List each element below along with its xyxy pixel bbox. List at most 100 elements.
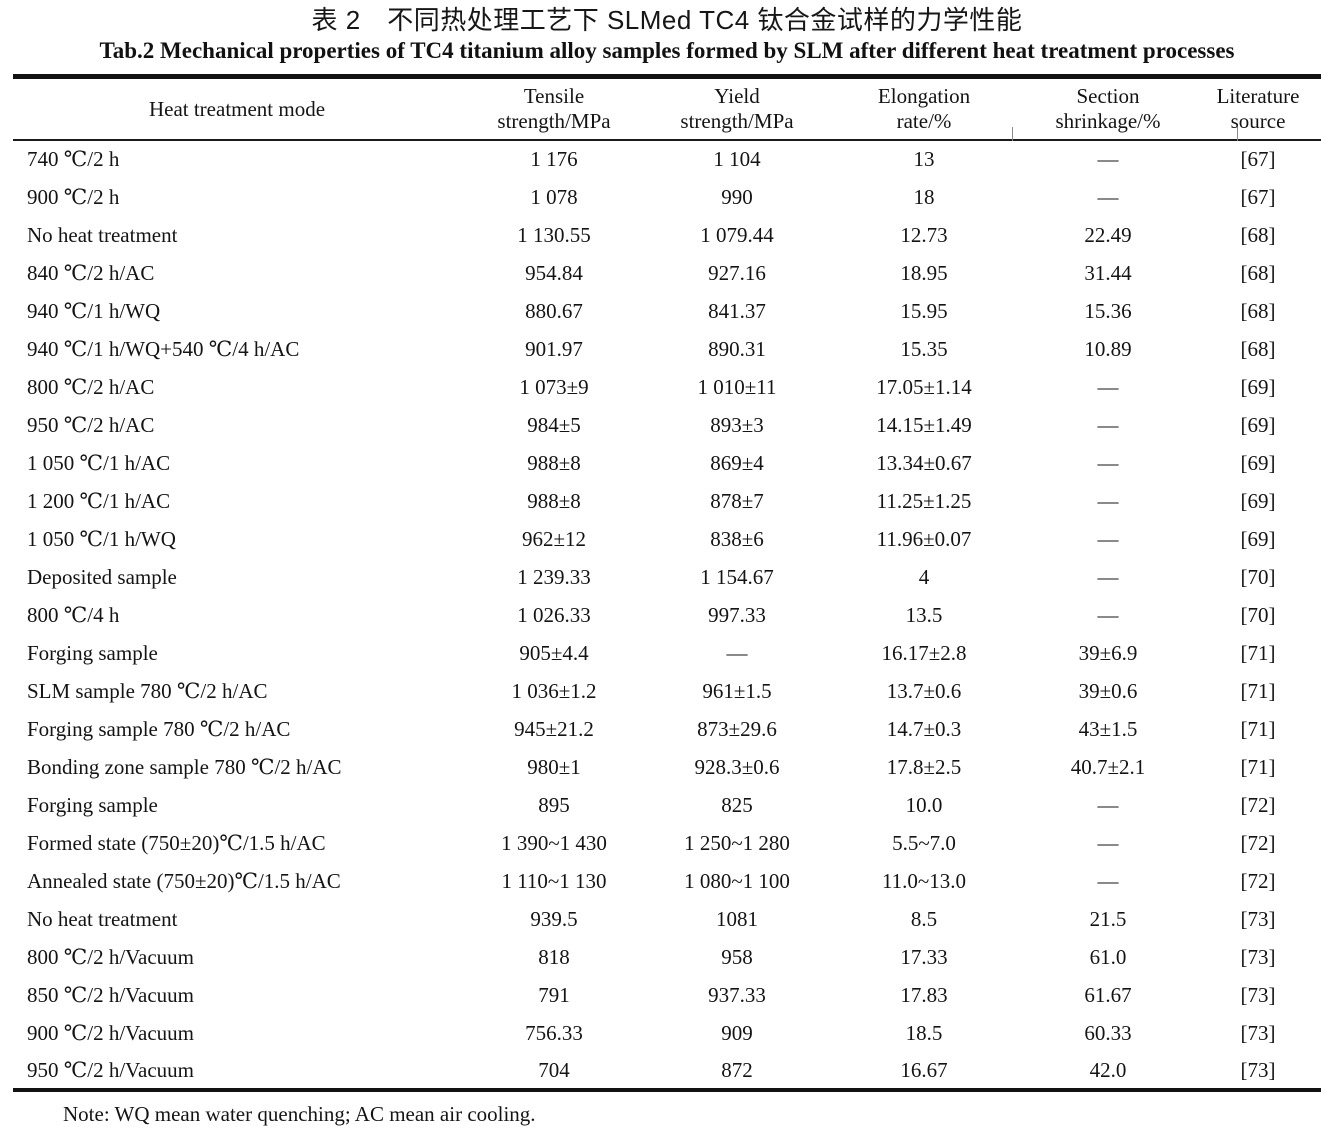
cell-literature-source: [71]: [1240, 754, 1276, 779]
cell-literature-source: [67]: [1240, 184, 1276, 209]
cell-tensile-strength: 939.5: [530, 906, 578, 931]
cell-tensile-strength: 1 176: [530, 147, 578, 171]
cell-elongation-rate: 13.7±0.6: [886, 678, 962, 703]
col-header-line: Yield: [714, 84, 760, 108]
cell-yield-strength: 961±1.5: [702, 678, 772, 703]
cell-section-shrinkage: 40.7±2.1: [1070, 754, 1146, 779]
table-row: Forging sample 780 ℃/2 h/AC 945±21.2 873…: [13, 710, 1321, 748]
properties-table: Heat treatment mode Tensile strength/MPa…: [13, 74, 1321, 1092]
cell-section-shrinkage: —: [1097, 792, 1119, 817]
cell-literature-source: [68]: [1240, 222, 1276, 247]
cell-heat-treatment-mode: 900 ℃/2 h/Vacuum: [27, 1020, 194, 1045]
cell-elongation-rate: 10.0: [905, 792, 943, 817]
cell-literature-source: [68]: [1240, 260, 1276, 285]
cell-heat-treatment-mode: SLM sample 780 ℃/2 h/AC: [27, 678, 268, 703]
col-header-line: rate/%: [896, 109, 952, 133]
cell-elongation-rate: 5.5~7.0: [892, 830, 956, 855]
cell-literature-source: [71]: [1240, 678, 1276, 703]
column-divider-tick: [1012, 127, 1013, 141]
cell-elongation-rate: 11.0~13.0: [881, 868, 967, 893]
cell-section-shrinkage: 15.36: [1084, 298, 1132, 323]
table-row: Forging sample 895 825 10.0 — [72]: [13, 786, 1321, 824]
cell-literature-source: [73]: [1240, 944, 1276, 969]
table-row: 1 050 ℃/1 h/AC 988±8 869±4 13.34±0.67 — …: [13, 444, 1321, 482]
cell-yield-strength: 893±3: [710, 412, 764, 437]
table-row: 940 ℃/1 h/WQ 880.67 841.37 15.95 15.36 […: [13, 292, 1321, 330]
table-row: Deposited sample 1 239.33 1 154.67 4 — […: [13, 558, 1321, 596]
cell-section-shrinkage: 43±1.5: [1078, 716, 1138, 741]
header-row: Heat treatment mode Tensile strength/MPa…: [13, 77, 1321, 141]
cell-literature-source: [68]: [1240, 298, 1276, 323]
cell-elongation-rate: 18: [913, 184, 935, 209]
table-row: 1 050 ℃/1 h/WQ 962±12 838±6 11.96±0.07 —…: [13, 520, 1321, 558]
cell-heat-treatment-mode: No heat treatment: [27, 906, 178, 931]
cell-heat-treatment-mode: 800 ℃/2 h/Vacuum: [27, 944, 194, 969]
cell-heat-treatment-mode: Deposited sample: [27, 564, 177, 589]
cell-yield-strength: 872: [721, 1057, 753, 1082]
cell-section-shrinkage: —: [1097, 602, 1119, 627]
cell-literature-source: [67]: [1240, 147, 1276, 171]
cell-literature-source: [71]: [1240, 716, 1276, 741]
cell-yield-strength: 909: [721, 1020, 753, 1045]
cell-literature-source: [69]: [1240, 412, 1276, 437]
cell-yield-strength: 937.33: [708, 982, 766, 1007]
table-row: 900 ℃/2 h/Vacuum 756.33 909 18.5 60.33 […: [13, 1014, 1321, 1052]
cell-section-shrinkage: —: [1097, 374, 1119, 399]
table-body: 740 ℃/2 h 1 176 1 104 13 — [67] 900 ℃/2 …: [13, 140, 1321, 1090]
cell-section-shrinkage: 39±0.6: [1078, 678, 1138, 703]
cell-literature-source: [72]: [1240, 830, 1276, 855]
cell-heat-treatment-mode: 800 ℃/2 h/AC: [27, 374, 155, 399]
cell-heat-treatment-mode: 900 ℃/2 h: [27, 184, 120, 209]
cell-yield-strength: 1081: [716, 906, 758, 931]
cell-literature-source: [69]: [1240, 488, 1276, 513]
cell-tensile-strength: 984±5: [527, 412, 581, 437]
cell-heat-treatment-mode: Forging sample 780 ℃/2 h/AC: [27, 716, 291, 741]
cell-literature-source: [69]: [1240, 450, 1276, 475]
col-header-elongation-rate: Elongation rate/%: [827, 77, 1021, 141]
data-table: Heat treatment mode Tensile strength/MPa…: [13, 74, 1321, 1092]
cell-section-shrinkage: —: [1097, 488, 1119, 513]
column-divider-tick: [1237, 127, 1238, 141]
table-row: 940 ℃/1 h/WQ+540 ℃/4 h/AC 901.97 890.31 …: [13, 330, 1321, 368]
col-header-line: Literature: [1216, 84, 1300, 108]
table-title-chinese: 表 2 不同热处理工艺下 SLMed TC4 钛合金试样的力学性能: [311, 5, 1023, 35]
cell-elongation-rate: 15.95: [900, 298, 948, 323]
cell-yield-strength: 958: [721, 944, 753, 969]
cell-section-shrinkage: —: [1097, 868, 1119, 893]
cell-yield-strength: 927.16: [708, 260, 766, 285]
cell-heat-treatment-mode: Forging sample: [27, 792, 158, 817]
cell-section-shrinkage: 31.44: [1084, 260, 1132, 285]
cell-yield-strength: 873±29.6: [697, 716, 777, 741]
cell-heat-treatment-mode: 950 ℃/2 h/Vacuum: [27, 1057, 194, 1082]
table-row: No heat treatment 1 130.55 1 079.44 12.7…: [13, 216, 1321, 254]
cell-section-shrinkage: 42.0: [1089, 1057, 1127, 1082]
col-header-heat-treatment-mode: Heat treatment mode: [13, 77, 461, 141]
cell-tensile-strength: 1 036±1.2: [511, 678, 597, 703]
cell-elongation-rate: 18.95: [900, 260, 948, 285]
cell-section-shrinkage: —: [1097, 450, 1119, 475]
cell-elongation-rate: 13.5: [905, 602, 943, 627]
cell-elongation-rate: 8.5: [910, 906, 938, 931]
cell-tensile-strength: 1 239.33: [517, 564, 591, 589]
table-row: 800 ℃/4 h 1 026.33 997.33 13.5 — [70]: [13, 596, 1321, 634]
cell-tensile-strength: 1 110~1 130: [501, 868, 607, 893]
cell-yield-strength: 1 154.67: [700, 564, 774, 589]
cell-tensile-strength: 880.67: [525, 298, 583, 323]
cell-tensile-strength: 1 073±9: [519, 374, 589, 399]
cell-tensile-strength: 1 078: [530, 184, 578, 209]
cell-heat-treatment-mode: 840 ℃/2 h/AC: [27, 260, 155, 285]
cell-elongation-rate: 17.33: [900, 944, 948, 969]
cell-heat-treatment-mode: Bonding zone sample 780 ℃/2 h/AC: [27, 754, 342, 779]
cell-literature-source: [72]: [1240, 868, 1276, 893]
cell-literature-source: [73]: [1240, 906, 1276, 931]
cell-literature-source: [69]: [1240, 374, 1276, 399]
cell-yield-strength: 1 079.44: [700, 222, 774, 247]
col-header-section-shrinkage: Section shrinkage/%: [1021, 77, 1195, 141]
cell-literature-source: [71]: [1240, 640, 1276, 665]
cell-yield-strength: —: [726, 640, 748, 665]
cell-tensile-strength: 954.84: [525, 260, 583, 285]
cell-elongation-rate: 16.17±2.8: [881, 640, 967, 665]
cell-heat-treatment-mode: Annealed state (750±20)℃/1.5 h/AC: [27, 868, 341, 893]
table-row: Formed state (750±20)℃/1.5 h/AC 1 390~1 …: [13, 824, 1321, 862]
cell-tensile-strength: 1 026.33: [517, 602, 591, 627]
